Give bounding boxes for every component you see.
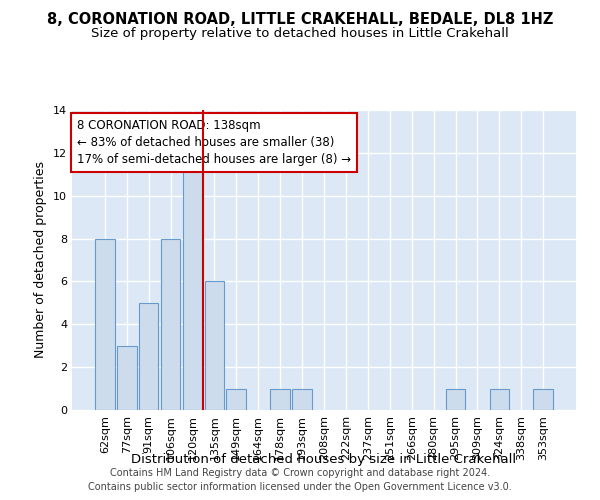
Text: Contains HM Land Registry data © Crown copyright and database right 2024.
Contai: Contains HM Land Registry data © Crown c… xyxy=(88,468,512,492)
Bar xyxy=(205,282,224,410)
Bar xyxy=(533,388,553,410)
Y-axis label: Number of detached properties: Number of detached properties xyxy=(34,162,47,358)
Text: 8 CORONATION ROAD: 138sqm
← 83% of detached houses are smaller (38)
17% of semi-: 8 CORONATION ROAD: 138sqm ← 83% of detac… xyxy=(77,119,351,166)
Bar xyxy=(490,388,509,410)
Text: Distribution of detached houses by size in Little Crakehall: Distribution of detached houses by size … xyxy=(131,454,517,466)
Bar xyxy=(182,153,202,410)
Bar xyxy=(226,388,246,410)
Bar xyxy=(95,238,115,410)
Bar xyxy=(292,388,312,410)
Text: Size of property relative to detached houses in Little Crakehall: Size of property relative to detached ho… xyxy=(91,28,509,40)
Bar xyxy=(117,346,137,410)
Bar xyxy=(139,303,158,410)
Text: 8, CORONATION ROAD, LITTLE CRAKEHALL, BEDALE, DL8 1HZ: 8, CORONATION ROAD, LITTLE CRAKEHALL, BE… xyxy=(47,12,553,28)
Bar xyxy=(270,388,290,410)
Bar xyxy=(161,238,181,410)
Bar xyxy=(446,388,466,410)
